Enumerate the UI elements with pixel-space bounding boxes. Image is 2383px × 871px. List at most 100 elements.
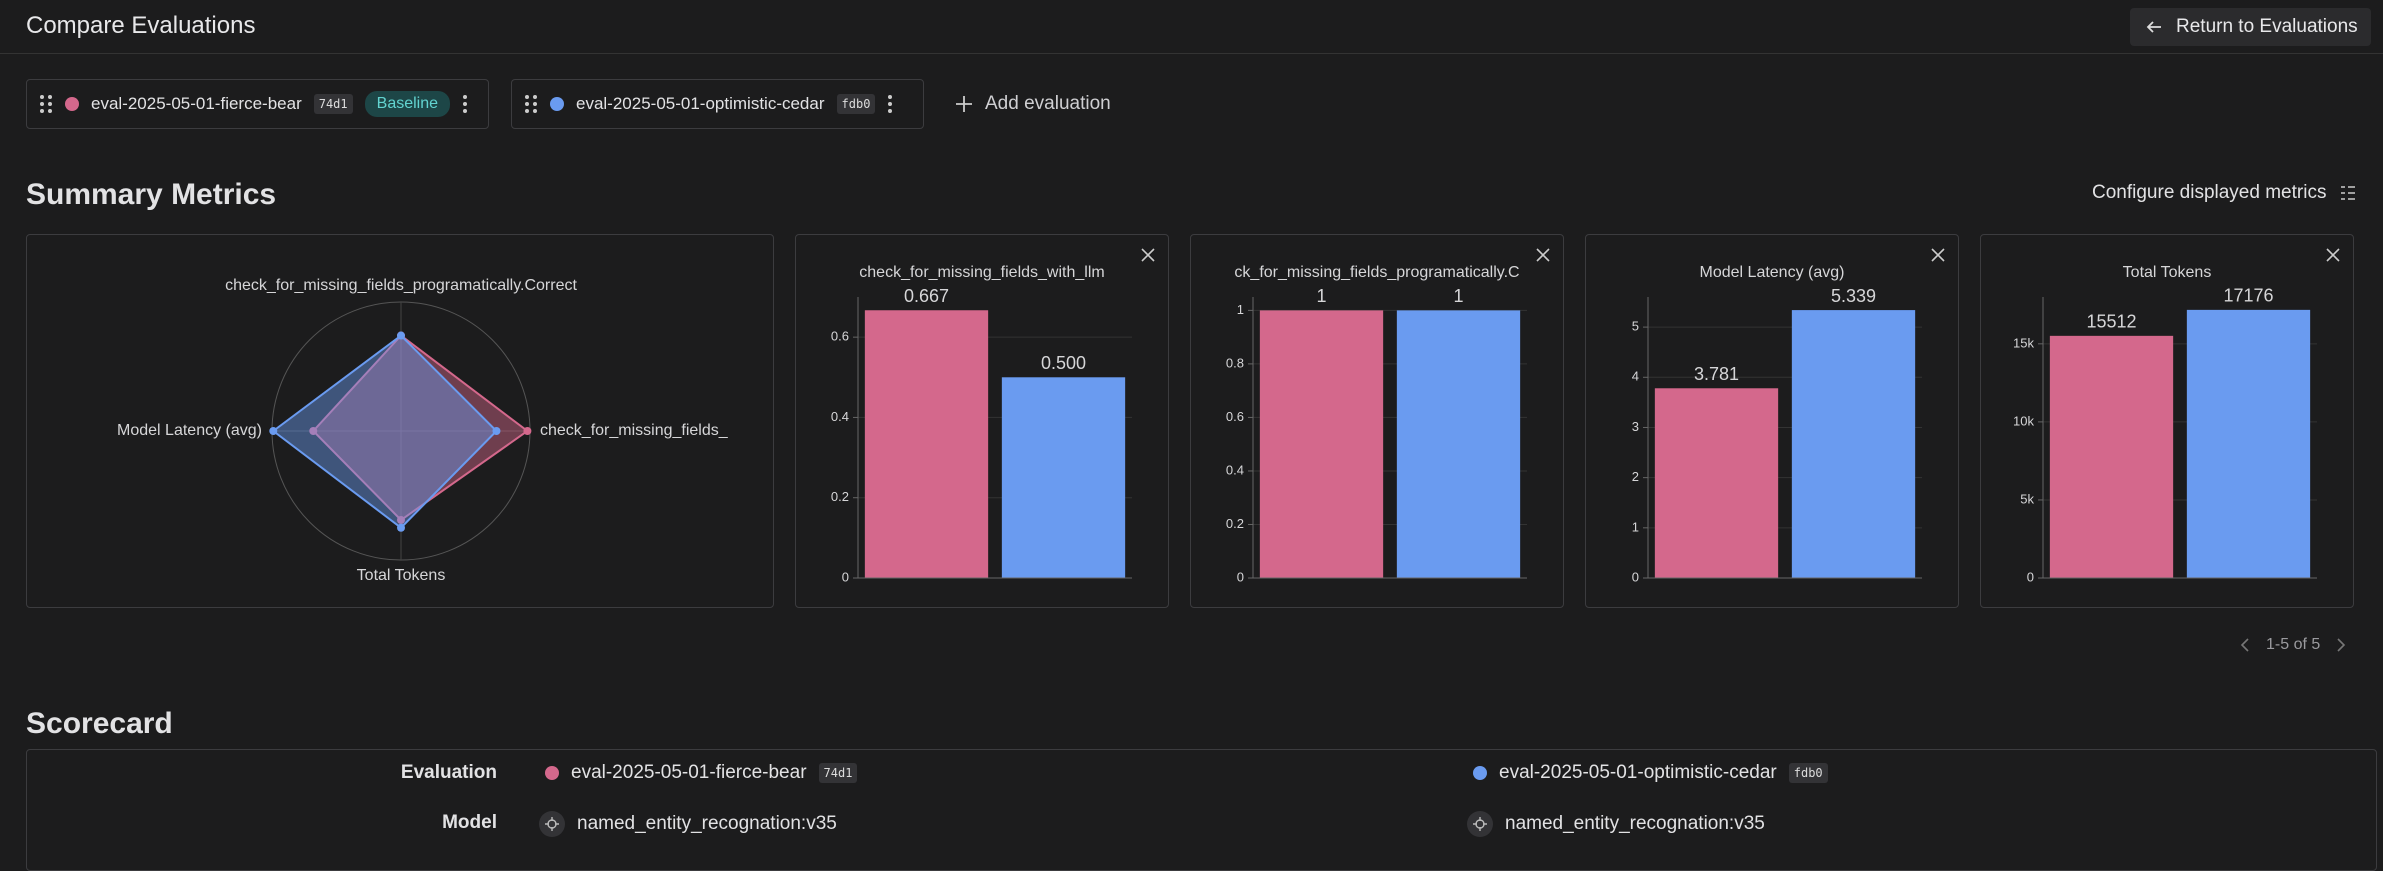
y-tick-label: 0.6 bbox=[831, 329, 849, 344]
y-tick-label: 0 bbox=[2027, 569, 2034, 584]
radar-point bbox=[523, 427, 532, 435]
eval-hash: fdb0 bbox=[836, 94, 876, 114]
score-cell: named_entity_recognation:v35 bbox=[1467, 811, 1765, 837]
pagination: 1-5 of 5 bbox=[2240, 636, 2346, 654]
baseline-badge: Baseline bbox=[364, 91, 451, 117]
top-bar bbox=[0, 0, 2383, 54]
configure-metrics[interactable]: Configure displayed metrics bbox=[2092, 182, 2356, 204]
close-icon[interactable] bbox=[1536, 248, 1550, 262]
radar-chart: check_for_missing_fields_programatically… bbox=[117, 277, 729, 584]
page-title: Compare Evaluations bbox=[26, 12, 256, 39]
score-cell: eval-2025-05-01-fierce-bear 74d1 bbox=[545, 762, 858, 784]
drag-handle bbox=[525, 95, 537, 113]
eval-color bbox=[545, 766, 559, 780]
y-tick-label: 0.8 bbox=[1226, 355, 1244, 370]
radar-area bbox=[271, 334, 498, 530]
eval-chip[interactable]: eval-2025-05-01-optimistic-cedar fdb0 bbox=[511, 79, 924, 129]
eval-name: eval-2025-05-01-optimistic-cedar bbox=[576, 94, 825, 113]
pagination-label: 1-5 of 5 bbox=[2266, 636, 2321, 653]
row-label: Model bbox=[442, 812, 497, 833]
model-icon bbox=[1467, 811, 1493, 837]
y-tick-label: 1 bbox=[1632, 519, 1639, 534]
add-evaluation[interactable]: Add evaluation bbox=[955, 79, 1111, 129]
bar bbox=[1001, 377, 1126, 578]
eval-name: eval-2025-05-01-optimistic-cedar bbox=[1499, 762, 1777, 783]
chart-title: check_for_missing_fields_with_llm bbox=[859, 264, 1104, 281]
prev-icon[interactable] bbox=[2240, 637, 2250, 653]
bar-chart: Model Latency (avg) 0 1 2 3 4 5 3.781 5.339 bbox=[1632, 248, 1945, 584]
value-label: 1 bbox=[1453, 286, 1463, 306]
model-name: named_entity_recognation:v35 bbox=[577, 813, 837, 834]
eval-color bbox=[550, 97, 564, 111]
y-tick-label: 0 bbox=[1237, 569, 1244, 584]
eval-hash: fdb0 bbox=[1788, 763, 1828, 783]
close-icon[interactable] bbox=[1141, 248, 1155, 262]
menu-icon[interactable] bbox=[462, 94, 468, 114]
chart-title: ck_for_missing_fields_programatically.C bbox=[1234, 264, 1519, 281]
config-icon bbox=[2341, 186, 2356, 200]
value-label: 1 bbox=[1316, 286, 1326, 306]
eval-hash: 74d1 bbox=[818, 763, 858, 783]
radar-point bbox=[397, 516, 405, 525]
radar-axis-label: check_for_missing_fields_programatically… bbox=[225, 277, 577, 294]
y-tick-label: 0.4 bbox=[1226, 462, 1244, 477]
y-tick-label: 4 bbox=[1632, 369, 1639, 384]
next-icon[interactable] bbox=[2336, 637, 2346, 653]
bar-chart: check_for_missing_fields_with_llm 0 0.2 0.4… bbox=[831, 248, 1155, 584]
bar bbox=[1259, 310, 1384, 578]
y-tick-label: 0.6 bbox=[1226, 409, 1244, 424]
bar bbox=[1396, 310, 1521, 578]
radar-axis-label: Total Tokens bbox=[357, 567, 446, 584]
bar bbox=[1791, 310, 1916, 578]
close-icon[interactable] bbox=[2326, 248, 2340, 262]
radar-point bbox=[397, 523, 405, 532]
eval-name: eval-2025-05-01-fierce-bear bbox=[91, 94, 302, 113]
value-label: 17176 bbox=[2223, 286, 2273, 306]
y-tick-label: 3 bbox=[1632, 419, 1639, 434]
value-label: 0.667 bbox=[904, 286, 949, 306]
chart-title: Total Tokens bbox=[2123, 264, 2212, 281]
radar-point bbox=[269, 427, 278, 435]
y-tick-label: 0.2 bbox=[1226, 516, 1244, 531]
chart-card: Model Latency (avg) 0 1 2 3 4 5 3.781 5.339 bbox=[1585, 234, 1959, 608]
menu-icon[interactable] bbox=[887, 94, 893, 114]
value-label: 0.500 bbox=[1041, 353, 1086, 373]
radar-point bbox=[397, 331, 405, 340]
bar bbox=[2049, 335, 2174, 578]
y-tick-label: 0.2 bbox=[831, 489, 849, 504]
eval-color bbox=[1473, 766, 1487, 780]
bar bbox=[864, 310, 989, 578]
radar-axis-label: Model Latency (avg) bbox=[117, 422, 262, 439]
chart-card: Total Tokens 0 5k 10k 15k 15512 17176 bbox=[1980, 234, 2354, 608]
eval-chip[interactable]: eval-2025-05-01-fierce-bear 74d1 Baselin… bbox=[26, 79, 489, 129]
value-label: 3.781 bbox=[1694, 364, 1739, 384]
model-name: named_entity_recognation:v35 bbox=[1505, 813, 1765, 834]
eval-color bbox=[65, 97, 79, 111]
eval-hash: 74d1 bbox=[313, 94, 353, 114]
radar-point bbox=[492, 427, 501, 435]
y-tick-label: 2 bbox=[1632, 469, 1639, 484]
y-tick-label: 10k bbox=[2013, 413, 2034, 428]
configure-label: Configure displayed metrics bbox=[2092, 182, 2327, 203]
value-label: 5.339 bbox=[1831, 286, 1876, 306]
bar bbox=[2186, 309, 2311, 578]
y-tick-label: 15k bbox=[2013, 335, 2034, 350]
return-button[interactable]: Return to Evaluations bbox=[2130, 8, 2371, 46]
score-cell: eval-2025-05-01-optimistic-cedar fdb0 bbox=[1473, 762, 1828, 784]
radar-point bbox=[309, 427, 318, 435]
arrow-icon bbox=[2146, 21, 2161, 33]
value-label: 15512 bbox=[2086, 312, 2136, 332]
drag-handle bbox=[40, 95, 52, 113]
chart-card: ck_for_missing_fields_programatically.C 0… bbox=[1190, 234, 1564, 608]
close-icon[interactable] bbox=[1931, 248, 1945, 262]
y-tick-label: 1 bbox=[1237, 302, 1244, 317]
row-label: Evaluation bbox=[400, 762, 497, 783]
y-tick-label: 0 bbox=[1632, 569, 1639, 584]
add-evaluation-label: Add evaluation bbox=[985, 93, 1111, 114]
chart-card: check_for_missing_fields_with_llm 0 0.2 0.4… bbox=[795, 234, 1169, 608]
y-tick-label: 0.4 bbox=[831, 409, 849, 424]
y-tick-label: 5k bbox=[2020, 491, 2034, 506]
score-cell: named_entity_recognation:v35 bbox=[539, 811, 837, 837]
bar-chart: ck_for_missing_fields_programatically.C 0… bbox=[1226, 248, 1550, 584]
